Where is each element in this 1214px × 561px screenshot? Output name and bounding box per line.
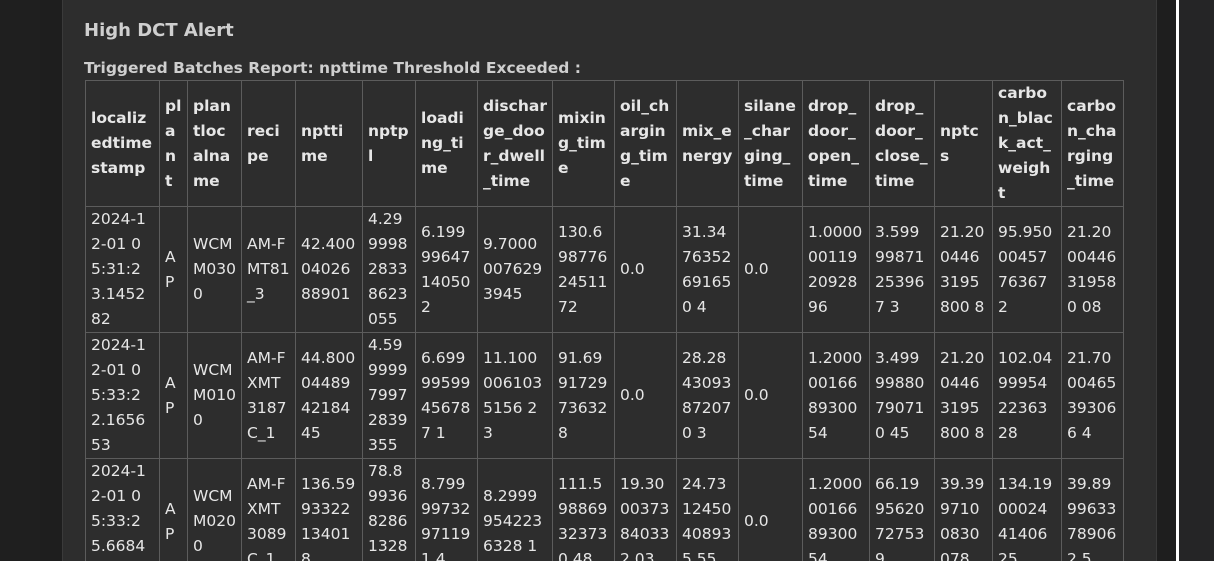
table-cell: 21.2000446319580 08 [1061,206,1124,333]
table-cell: 2024-12-01 05:31:23.145282 [85,206,160,333]
table-cell: 8.79999732971191 4 [415,458,478,561]
table-cell: 91.6991729736328 [552,332,615,459]
column-header: plantlocalname [187,80,242,207]
table-header-row: localizedtimestamp plant plantlocalname rec… [85,80,1124,207]
pane-divider[interactable] [1176,0,1179,561]
table-cell: 102.049995422363 28 [992,332,1062,459]
table-cell: 1.20000016689300 54 [802,332,870,459]
table-cell: 1.00000011920928 96 [802,206,870,333]
column-header: nptcs [934,80,993,207]
column-header: npttime [295,80,363,207]
table-row: 2024-12-01 05:33:25.668413APWCMM0200AM-F… [85,458,1124,561]
table-cell: 39.8999633789062 5 [1061,458,1124,561]
table-cell: 44.8000448942184 45 [295,332,363,459]
table-row: 2024-12-01 05:33:22.165653 AP WCMM0100 AM-F… [85,332,1124,459]
table-cell: 0.0 [738,332,803,459]
table-cell: 95.9500045776367 2 [992,206,1062,333]
table-cell: 3.59999871253967 3 [869,206,935,333]
column-header: carbon_charging_time [1061,80,1124,207]
table-cell: 39.3997100830078 [934,458,993,561]
table-cell: 111.598869323730 48 [552,458,615,561]
table-cell: 4.29999828338623055 [362,206,416,333]
column-header: nptpl [362,80,416,207]
table-cell: WCMM0300 [187,206,242,333]
table-cell: 28.2843093872070 3 [676,332,739,459]
table-cell: AP [159,458,188,561]
column-header: drop_door_close_time [869,80,935,207]
table-cell: 6.19999647140502 [415,206,478,333]
column-header: recipe [241,80,296,207]
report-subtitle: Triggered Batches Report: npttime Thresh… [84,59,581,77]
table-cell: 21.7000465393066 4 [1061,332,1124,459]
left-editor-pane [0,0,40,561]
table-cell: 11.1000061035156 23 [477,332,553,459]
table-cell: 42.4000402688901 [295,206,363,333]
table-cell: AM-FXMT3089C_1 [241,458,296,561]
table-cell: 66.1995620727539 [869,458,935,561]
alert-title: High DCT Alert [84,20,234,41]
table-cell: 1.20000016689300 54 [802,458,870,561]
table-cell: 136.599332213401 8 [295,458,363,561]
table-cell: AP [159,332,188,459]
column-header: carbon_black_act_weight [992,80,1062,207]
table-cell: 21.2004463195800 8 [934,332,993,459]
table-cell: 31.3476352691650 4 [676,206,739,333]
table-cell: WCMM0200 [187,458,242,561]
column-header: localizedtimestamp [85,80,160,207]
triggered-batches-table: localizedtimestamp plant plantlocalname rec… [85,80,1124,561]
table-cell: 21.2004463195800 8 [934,206,993,333]
column-header: silane_charging_time [738,80,803,207]
table-cell: 0.0 [614,206,677,333]
column-header: mixing_time [552,80,615,207]
column-header: drop_door_open_time [802,80,870,207]
table-cell: 4.59999979972839 355 [362,332,416,459]
column-header: oil_charging_time [614,80,677,207]
table-cell: 134.190002441406 25 [992,458,1062,561]
table-cell: 0.0 [738,206,803,333]
table-cell: 0.0 [614,332,677,459]
right-editor-pane [1179,0,1214,561]
table-cell: 6.69999599456787 1 [415,332,478,459]
table-cell: AM-FMT81_3 [241,206,296,333]
table-cell: 78.8993682861328 1 [362,458,416,561]
table-cell: 0.0 [738,458,803,561]
alert-card: High DCT Alert Triggered Batches Report:… [62,0,1157,561]
column-header: mix_energy [676,80,739,207]
table-cell: AM-FXMT3187C_1 [241,332,296,459]
table-cell: WCMM0100 [187,332,242,459]
column-header: plant [159,80,188,207]
table-cell: 130.6987762451172 [552,206,615,333]
table-row: 2024-12-01 05:31:23.145282 AP WCMM0300 AM-F… [85,206,1124,333]
table-cell: 24.7312450408935 55 [676,458,739,561]
table-cell: 8.29999542236328 1 [477,458,553,561]
table-cell: 9.70000076293945 [477,206,553,333]
table-cell: AP [159,206,188,333]
table-cell: 2024-12-01 05:33:22.165653 [85,332,160,459]
column-header: discharge_door_dwell_time [477,80,553,207]
column-header: loading_time [415,80,478,207]
table-cell: 19.3000373840332 03 [614,458,677,561]
table-cell: 3.49999880790710 45 [869,332,935,459]
table-cell: 2024-12-01 05:33:25.668413 [85,458,160,561]
